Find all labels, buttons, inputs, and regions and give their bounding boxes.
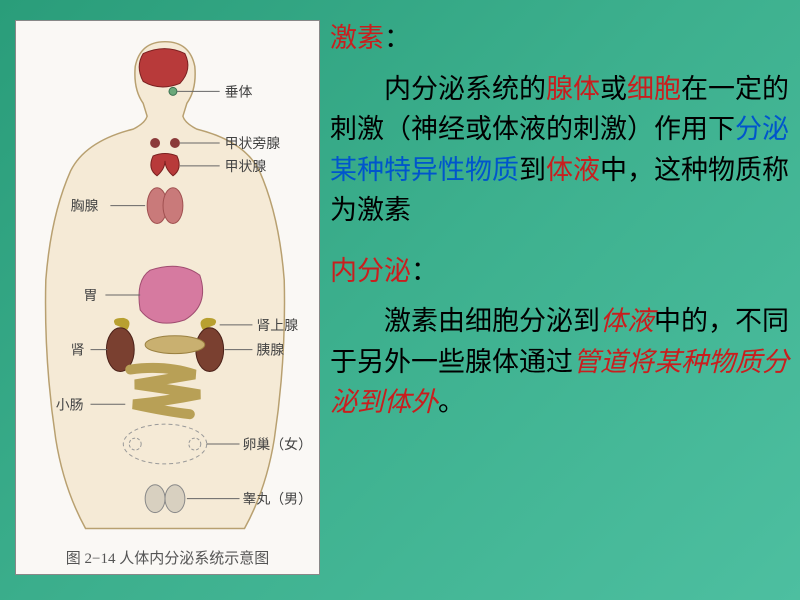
kidney-label: 肾 [71, 343, 85, 359]
endocrine-diagram: 垂体 甲状旁腺 甲状腺 胸腺 胃 肾上腺 肾 胰腺 小肠 [15, 20, 320, 575]
t: 细胞 [627, 74, 681, 104]
pituitary-icon [169, 87, 177, 95]
colon: ： [384, 23, 411, 53]
colon: ： [411, 256, 438, 286]
heading-endocrine: 内分泌： [330, 251, 790, 292]
para-hormone: 内分泌系统的腺体或细胞在一定的刺激（神经或体液的刺激）作用下分泌某种特异性物质到… [330, 69, 790, 231]
testis-r [165, 485, 185, 513]
parathyroid-l [150, 138, 160, 148]
thyroid-label: 甲状腺 [225, 159, 267, 175]
pancreas-icon [145, 336, 205, 354]
t: 体液 [546, 155, 600, 185]
pituitary-label: 垂体 [225, 84, 253, 100]
t: 内分泌系统的 [384, 74, 546, 104]
para-endocrine: 激素由细胞分泌到体液中的，不同于另外一些腺体通过管道将某种物质分泌到体外。 [330, 301, 790, 423]
h2: 内分泌 [330, 256, 411, 286]
t: 或 [600, 74, 627, 104]
text-content: 激素： 内分泌系统的腺体或细胞在一定的刺激（神经或体液的刺激）作用下分泌某种特异… [330, 18, 790, 443]
h1: 激素 [330, 23, 384, 53]
body-svg: 垂体 甲状旁腺 甲状腺 胸腺 胃 肾上腺 肾 胰腺 小肠 [16, 21, 319, 574]
t: 腺体 [546, 74, 600, 104]
thymus-r [163, 188, 183, 224]
intestine-label: 小肠 [56, 397, 84, 413]
t: 到 [519, 155, 546, 185]
adrenal-label: 肾上腺 [256, 318, 298, 334]
brain-icon [139, 49, 188, 87]
diagram-caption: 图 2−14 人体内分泌系统示意图 [16, 547, 319, 568]
testis-label: 睾丸（男） [243, 492, 312, 508]
testis-l [145, 485, 165, 513]
t: 体液 [600, 306, 654, 336]
stomach-label: 胃 [84, 289, 98, 304]
t: 激素由细胞分泌到 [384, 306, 600, 336]
ovary-label: 卵巢（女） [243, 436, 312, 453]
parathyroid-r [170, 138, 180, 148]
t: 。 [438, 387, 465, 417]
pancreas-label: 胰腺 [256, 343, 284, 359]
thymus-label: 胸腺 [71, 199, 99, 215]
parathyroid-label: 甲状旁腺 [225, 135, 281, 152]
heading-hormone: 激素： [330, 18, 790, 59]
